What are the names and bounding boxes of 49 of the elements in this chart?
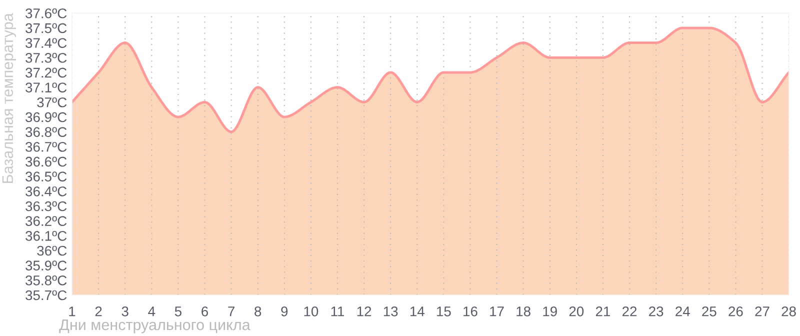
x-tick-label: 12 bbox=[357, 306, 372, 316]
y-tick-label: 36.1ºC bbox=[26, 230, 67, 241]
y-tick-label: 36.5ºC bbox=[26, 172, 67, 182]
y-tick-label: 36.7ºC bbox=[26, 142, 67, 152]
x-tick-label: 28 bbox=[782, 306, 796, 316]
y-tick-label: 36.8ºC bbox=[26, 127, 67, 137]
x-tick-label: 24 bbox=[676, 306, 690, 316]
y-tick-label: 35.8ºC bbox=[26, 275, 67, 286]
x-tick-label: 25 bbox=[702, 306, 716, 316]
y-tick-label: 36.4ºC bbox=[26, 186, 67, 196]
y-tick-label: 36.6ºC bbox=[26, 156, 67, 167]
x-tick-label: 9 bbox=[281, 306, 288, 316]
y-tick-label: 36ºC bbox=[37, 246, 67, 256]
x-tick-label: 4 bbox=[148, 306, 156, 316]
x-axis-title: Дни менструального цикла bbox=[59, 320, 250, 334]
y-tick-label: 36.2ºC bbox=[26, 216, 67, 226]
x-tick-label: 22 bbox=[622, 306, 637, 316]
y-tick-label: 35.9ºC bbox=[26, 260, 67, 271]
x-tick-label: 8 bbox=[254, 306, 262, 316]
x-tick-label: 15 bbox=[437, 306, 451, 316]
y-tick-label: 37.2ºC bbox=[26, 68, 67, 78]
x-tick-label: 3 bbox=[122, 306, 128, 316]
x-tick-label: 6 bbox=[202, 306, 208, 316]
y-tick-label: 36.9ºC bbox=[26, 112, 67, 122]
x-tick-label: 23 bbox=[649, 306, 664, 316]
y-tick-label: 37.5ºC bbox=[26, 23, 67, 34]
y-tick-label: 37.4ºC bbox=[26, 38, 67, 48]
y-tick-label: 37.1ºC bbox=[26, 82, 67, 92]
x-tick-label: 16 bbox=[464, 306, 478, 316]
x-tick-label: 19 bbox=[543, 306, 557, 316]
y-tick-label: 37.6ºC bbox=[26, 8, 67, 18]
y-tick-label: 37.3ºC bbox=[26, 52, 67, 63]
x-tick-label: 1 bbox=[69, 306, 76, 316]
x-tick-label: 11 bbox=[331, 306, 344, 316]
y-tick-label: 35.7ºC bbox=[26, 290, 67, 300]
y-tick-label: 37ºC bbox=[37, 97, 67, 108]
y-tick-label: 36.3ºC bbox=[26, 201, 67, 212]
x-tick-label: 10 bbox=[304, 306, 318, 316]
x-tick-label: 18 bbox=[516, 306, 530, 316]
x-tick-label: 5 bbox=[174, 306, 182, 316]
x-tick-label: 2 bbox=[95, 306, 102, 316]
x-tick-label: 27 bbox=[755, 306, 770, 316]
x-tick-label: 21 bbox=[596, 306, 610, 316]
x-tick-label: 14 bbox=[410, 306, 424, 316]
x-tick-label: 7 bbox=[228, 306, 234, 316]
x-tick-label: 20 bbox=[569, 306, 584, 316]
x-tick-label: 26 bbox=[728, 306, 743, 316]
x-tick-label: 13 bbox=[384, 306, 398, 316]
x-tick-label: 17 bbox=[490, 306, 504, 316]
